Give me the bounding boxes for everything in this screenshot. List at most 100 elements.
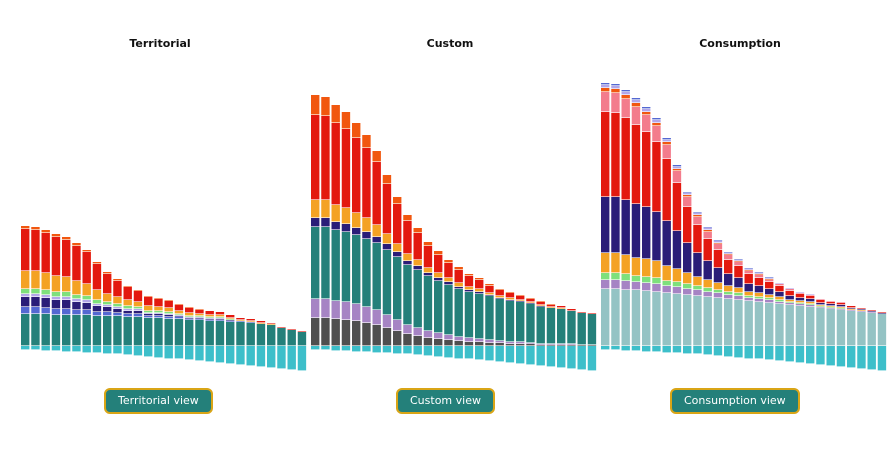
bar-segment-red (526, 299, 535, 302)
bar-segment-darkgray (341, 320, 351, 346)
bar-segment-orange (92, 290, 102, 300)
bar-segment-green (826, 307, 835, 308)
bar-segment-teal (174, 319, 184, 346)
bar-segment-navy (393, 252, 402, 257)
bar-segment-orange (72, 281, 81, 295)
bar-segment-darkgray (516, 344, 525, 346)
bar-segment-blue (631, 98, 641, 100)
bar-segment-darkgray (382, 328, 392, 346)
bar-segment-paleteal (754, 302, 764, 346)
bar-segment-teal (62, 315, 71, 346)
bar-segment-teal (256, 324, 266, 346)
bar-segment-navy (713, 268, 723, 283)
bar-segment-orange (393, 244, 402, 252)
bar-segment-lavender (662, 140, 671, 142)
bar-segment-orange (826, 306, 835, 307)
bar-segment-darkorange (51, 234, 61, 237)
bar-segment-orange (662, 266, 671, 281)
bar-segment-lavender (601, 85, 610, 88)
bar-segment-orange (495, 296, 504, 298)
bar-segment-lavender (775, 283, 784, 284)
bar-segment-orange (205, 315, 214, 317)
bar-segment-navy (413, 266, 422, 270)
bar-segment-purple (413, 328, 422, 336)
bar-segment-paleteal (847, 311, 856, 346)
bar-segment-darkgray (362, 323, 371, 346)
bar-segment-cyan (341, 346, 351, 351)
bar-segment-lavender (703, 228, 712, 230)
bar-segment-cyan (372, 346, 381, 353)
bar-segment-orange (103, 294, 112, 302)
bar-segment-purple (403, 325, 412, 334)
custom-view-button[interactable]: Custom view (396, 388, 495, 414)
bar-segment-teal (372, 243, 381, 310)
bar-segment-cyan (362, 346, 371, 352)
bar-segment-orange (352, 213, 361, 228)
bar-segment-darkorange (41, 230, 50, 233)
bar-segment-darkorange (734, 261, 743, 262)
bar-segment-green (133, 307, 143, 309)
consumption-view-button[interactable]: Consumption view (670, 388, 800, 414)
bar-segment-cyan (754, 346, 764, 359)
bar-segment-navy (652, 212, 661, 261)
bar-segment-orange (516, 300, 525, 301)
bar-segment-teal (557, 309, 566, 344)
bar-segment-darkorange (82, 250, 91, 252)
bar-segment-paleteal (785, 305, 794, 346)
bar-segment-cyan (642, 346, 651, 352)
bar-segment-lavender (185, 317, 194, 318)
bar-segment-red (847, 306, 856, 308)
bar-segment-darkgray (475, 342, 484, 346)
bar-segment-paleteal (857, 312, 866, 346)
bar-segment-lavender (611, 86, 620, 89)
bar-segment-navy (611, 197, 620, 253)
bar-segment-red (454, 270, 463, 283)
bar-segment-darkorange (475, 278, 484, 280)
bar-segment-navy (423, 273, 433, 276)
bar-segment-cyan (713, 346, 723, 356)
bar-segment-orange (31, 271, 40, 289)
bar-segment-navy (526, 303, 535, 304)
bar-segment-blue (21, 307, 30, 314)
bar-segment-pink (672, 171, 682, 183)
bar-segment-paleteal (877, 314, 887, 346)
bar-segment-cyan (631, 346, 641, 351)
bar-segment-red (754, 278, 764, 286)
bar-segment-navy (672, 231, 682, 269)
bar-segment-orange (642, 259, 651, 277)
bar-segment-teal (297, 332, 307, 346)
bar-segment-teal (577, 313, 586, 345)
bar-segment-paleteal (601, 289, 610, 346)
bar-segment-navy (311, 218, 320, 227)
bar-segment-paleteal (611, 289, 620, 346)
bar-segment-red (546, 305, 556, 307)
bar-segment-lavender (21, 294, 30, 297)
bar-segment-navy (683, 243, 692, 273)
bar-segment-navy (867, 311, 876, 312)
bar-segment-cyan (775, 346, 784, 361)
bar-segment-teal (495, 299, 504, 341)
bar-segment-darkorange (103, 272, 112, 274)
territorial-view-button[interactable]: Territorial view (104, 388, 213, 414)
bar-segment-lavender (672, 167, 682, 169)
bar-segment-orange (464, 287, 474, 290)
bar-segment-purple (734, 296, 743, 300)
bar-segment-green (642, 277, 651, 283)
bar-segment-cyan (587, 346, 597, 371)
bar-segment-darkorange (31, 227, 40, 230)
bar-segment-cyan (765, 346, 774, 360)
bar-segment-cyan (485, 346, 494, 361)
bar-segment-cyan (51, 346, 61, 351)
bar-segment-navy (195, 318, 204, 319)
chart-title: Custom (426, 37, 474, 50)
bar-segment-darkorange (526, 298, 535, 299)
bar-segment-paleteal (672, 294, 682, 346)
bar-segment-cyan (174, 346, 184, 359)
bar-segment-orange (765, 295, 774, 298)
bar-segment-green (185, 316, 194, 317)
bar-segment-cyan (382, 346, 392, 353)
bar-segment-lavender (693, 213, 702, 215)
bar-segment-purple (662, 286, 671, 293)
bar-segment-teal (567, 311, 576, 344)
bar-segment-darkorange (495, 289, 504, 290)
